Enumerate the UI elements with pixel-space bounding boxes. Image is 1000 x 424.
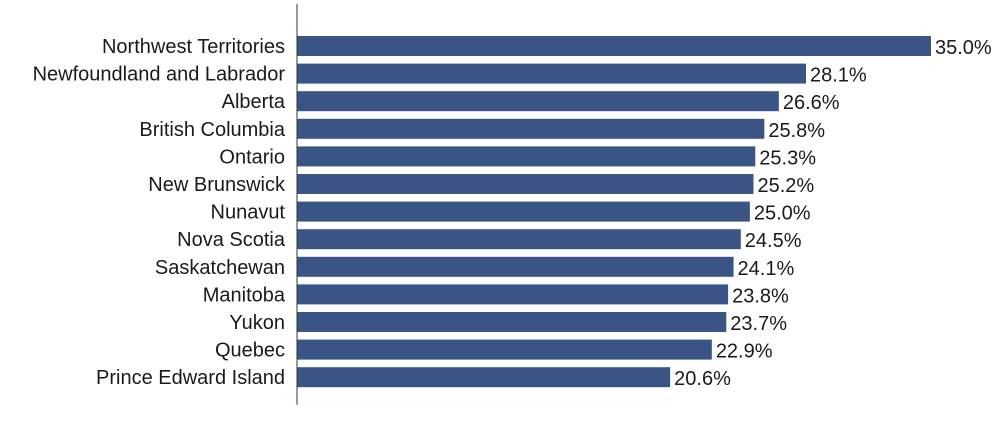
- bar-2: [297, 91, 779, 112]
- value-label-10: 23.7%: [730, 313, 787, 335]
- bar-10: [297, 312, 727, 332]
- category-label-8: Saskatchewan: [155, 257, 285, 279]
- bar-7: [297, 229, 741, 250]
- category-label-10: Yukon: [229, 312, 285, 334]
- category-label-6: Nunavut: [211, 202, 286, 224]
- bar-4: [297, 146, 756, 167]
- bar-6: [297, 201, 750, 222]
- category-label-2: Alberta: [222, 91, 286, 113]
- value-label-5: 25.2%: [757, 175, 814, 197]
- category-label-9: Manitoba: [203, 284, 286, 306]
- value-label-3: 25.8%: [768, 120, 825, 142]
- category-label-3: British Columbia: [139, 119, 285, 141]
- category-label-4: Ontario: [219, 146, 285, 168]
- bar-1: [297, 63, 807, 84]
- category-label-11: Quebec: [215, 340, 285, 362]
- value-label-0: 35.0%: [935, 37, 992, 59]
- value-label-2: 26.6%: [783, 92, 840, 114]
- category-label-12: Prince Edward Island: [96, 367, 285, 389]
- value-label-1: 28.1%: [810, 65, 867, 87]
- bar-9: [297, 284, 729, 305]
- bar-5: [297, 174, 754, 194]
- bar-11: [297, 339, 712, 360]
- bar-0: [297, 36, 931, 56]
- value-label-9: 23.8%: [732, 285, 789, 307]
- value-label-4: 25.3%: [759, 147, 816, 169]
- category-label-1: Newfoundland and Labrador: [33, 64, 286, 86]
- bar-12: [297, 367, 671, 388]
- bar-8: [297, 256, 734, 277]
- bars-group: [297, 36, 931, 388]
- value-label-8: 24.1%: [738, 258, 795, 280]
- category-labels-group: Northwest Territories Newfoundland and La…: [33, 36, 286, 389]
- value-labels-group: 35.0% 28.1% 26.6% 25.8% 25.3% 25.2% 25.0% 24.5%…: [674, 37, 992, 390]
- category-label-5: New Brunswick: [148, 174, 286, 196]
- value-label-7: 24.5%: [745, 230, 802, 252]
- value-label-11: 22.9%: [716, 341, 773, 363]
- value-label-6: 25.0%: [754, 203, 811, 225]
- category-label-0: Northwest Territories: [102, 36, 285, 58]
- bar-3: [297, 118, 765, 139]
- category-label-7: Nova Scotia: [177, 229, 286, 251]
- value-label-12: 20.6%: [674, 368, 731, 390]
